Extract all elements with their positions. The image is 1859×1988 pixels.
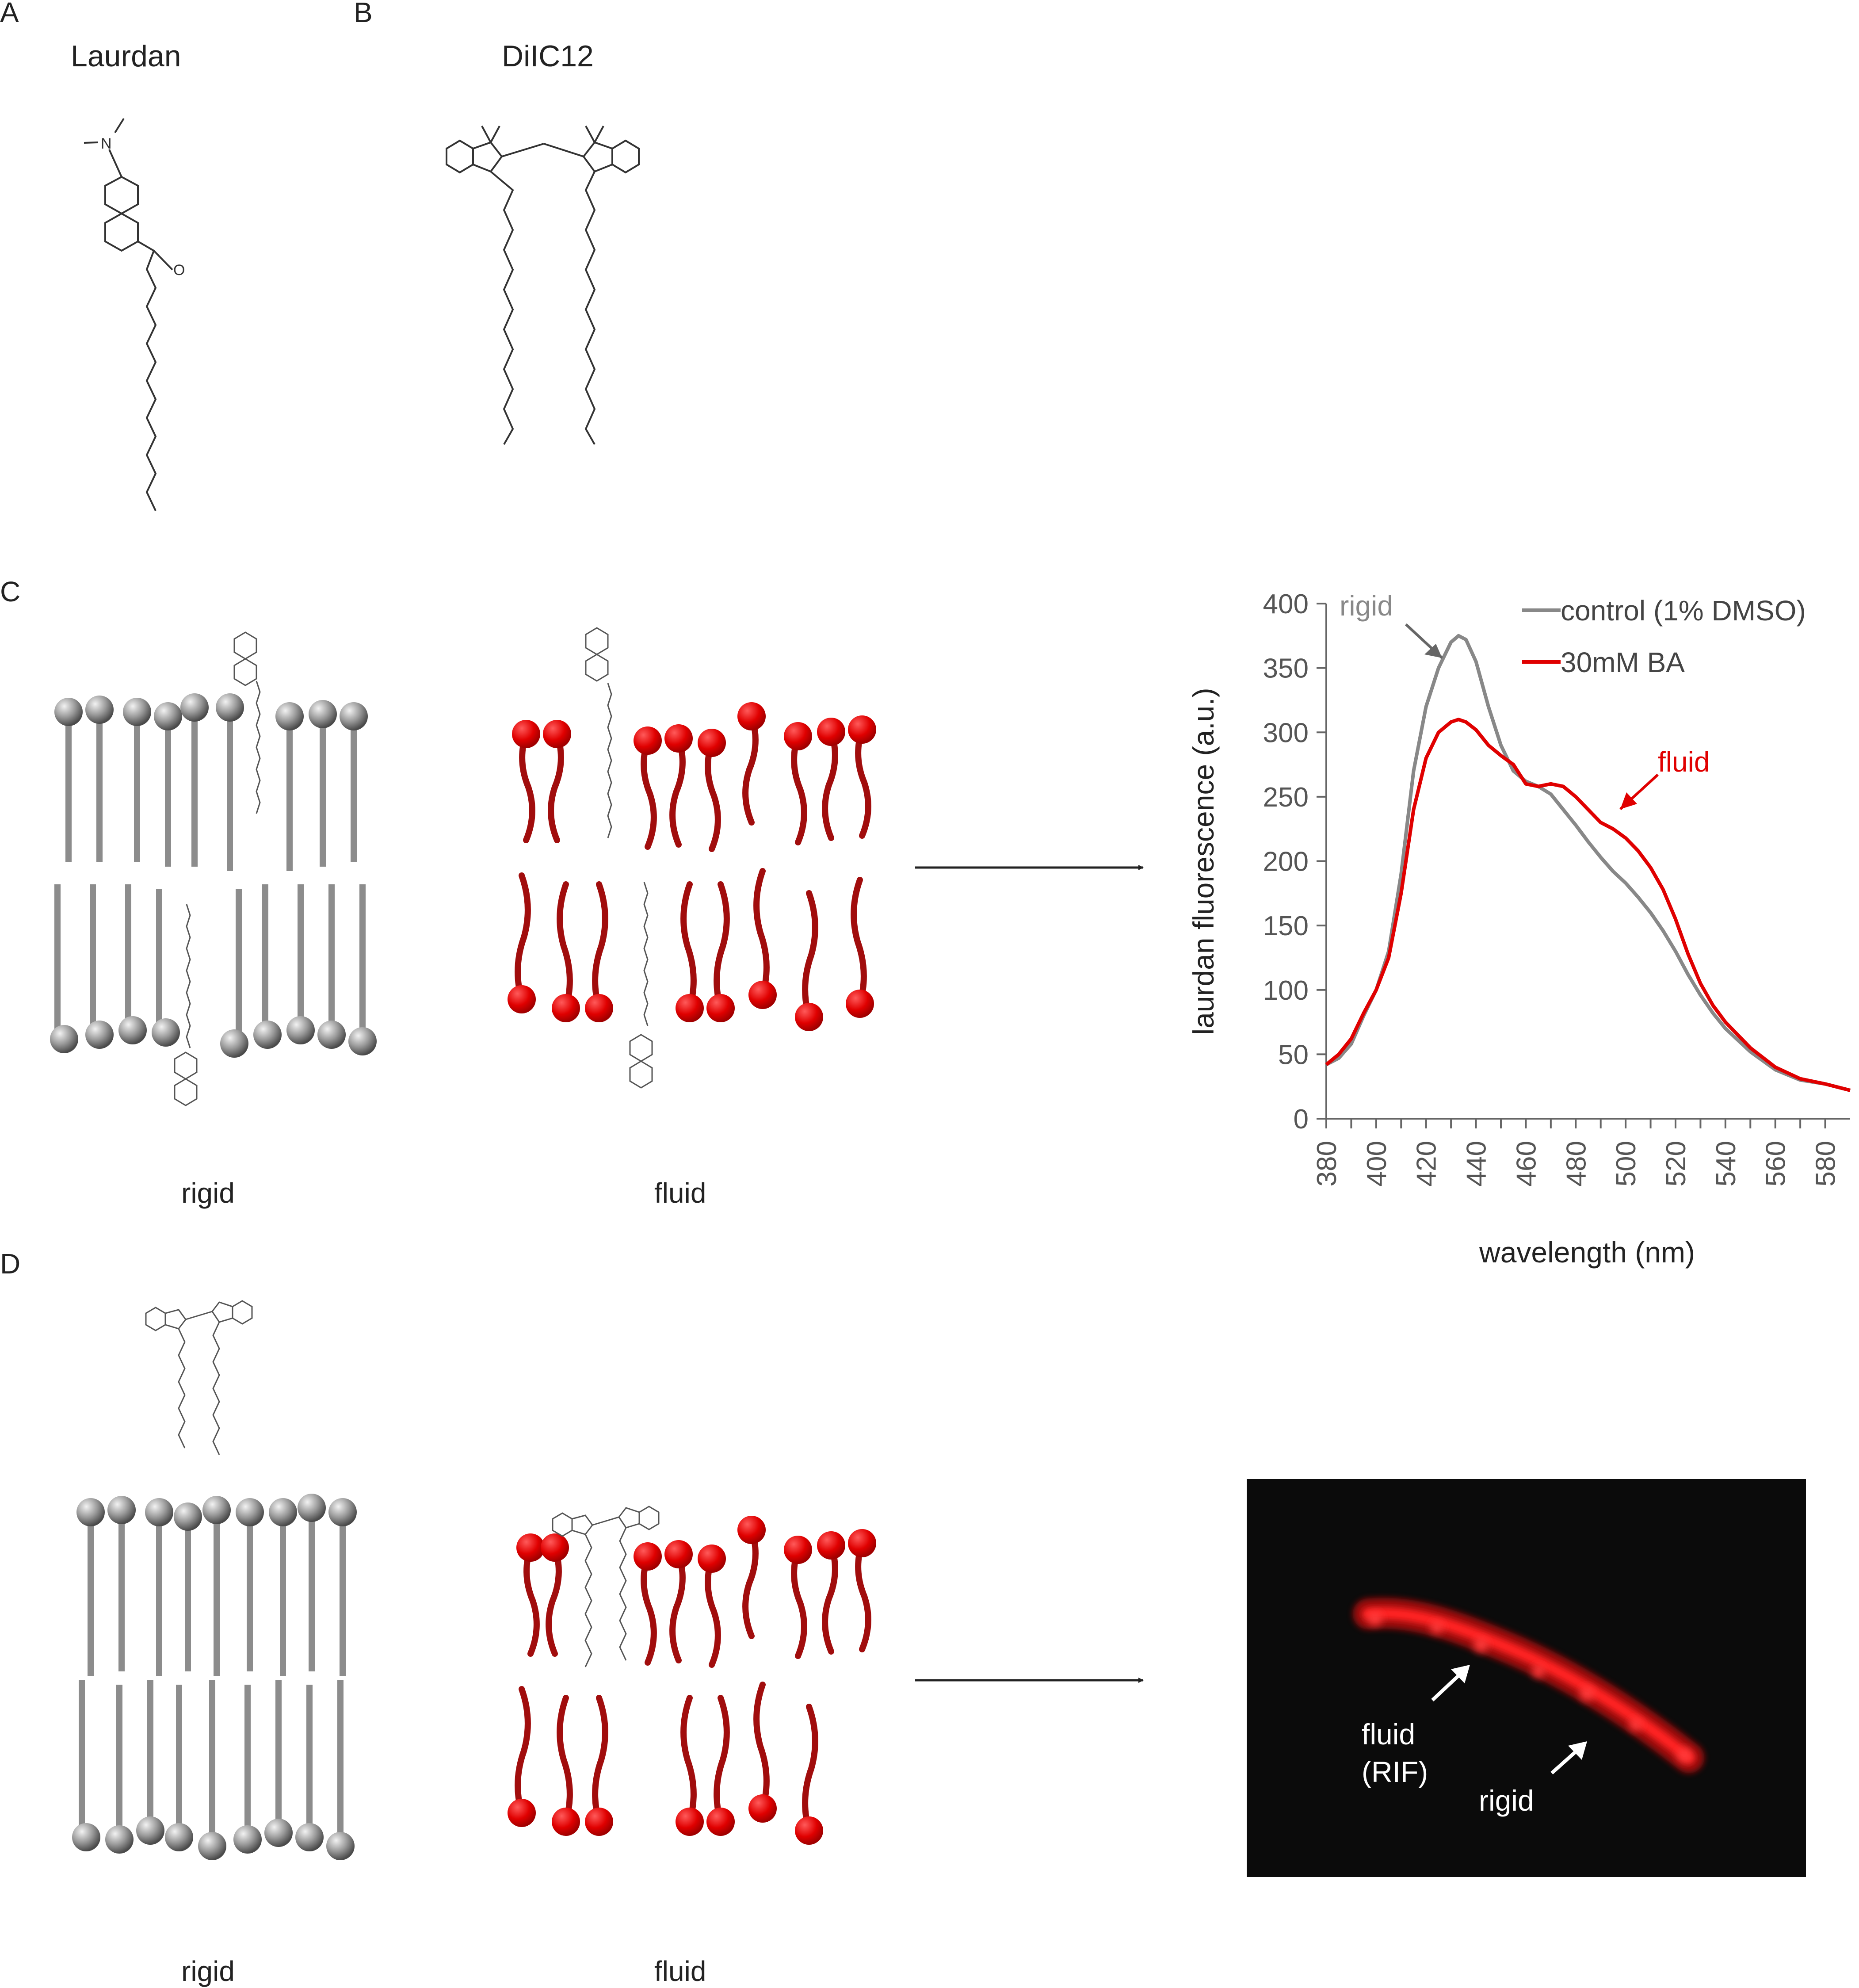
x-tick-label: 520 xyxy=(1661,1141,1691,1186)
panel-c-fluid-label: fluid xyxy=(654,1177,706,1209)
panel-b-letter: B xyxy=(354,0,373,28)
laurdan-n-label: N xyxy=(101,135,112,152)
y-tick-label: 400 xyxy=(1263,589,1309,619)
panel-d-letter: D xyxy=(0,1248,20,1280)
panel-a-letter: A xyxy=(0,0,19,28)
annotation-fluid: fluid xyxy=(1658,746,1710,778)
micrograph-background xyxy=(1247,1479,1806,1877)
y-tick-label: 150 xyxy=(1263,911,1309,941)
series-ba-line xyxy=(1325,718,1851,1092)
y-tick-label: 350 xyxy=(1263,654,1309,684)
laurdan-structure xyxy=(84,118,173,511)
legend-control-label: control (1% DMSO) xyxy=(1561,595,1806,627)
y-tick-group: 0 50 100 150 200 250 300 350 400 xyxy=(1263,589,1326,1135)
x-tick-label: 500 xyxy=(1611,1141,1641,1186)
micrograph-fluid-label: fluid xyxy=(1362,1718,1415,1751)
x-tick-label: 480 xyxy=(1561,1141,1592,1186)
membrane-d-rigid xyxy=(72,1300,357,1860)
panel-d-fluid-label: fluid xyxy=(654,1955,706,1987)
panel-a-title: Laurdan xyxy=(71,39,181,73)
diic12-structure xyxy=(446,126,640,445)
x-tick-label: 420 xyxy=(1412,1141,1442,1186)
membrane-d-fluid-heads xyxy=(508,1516,876,1845)
annotation-rigid: rigid xyxy=(1340,590,1393,622)
y-tick-label: 200 xyxy=(1263,847,1309,877)
annotation-fluid-arrowhead xyxy=(1620,792,1637,809)
y-tick-label: 50 xyxy=(1278,1040,1309,1070)
micrograph-rif-label: (RIF) xyxy=(1362,1755,1428,1788)
micrograph-rigid-arrowhead xyxy=(1568,1741,1587,1760)
micrograph-rigid-label: rigid xyxy=(1479,1784,1534,1817)
membrane-c-fluid-heads xyxy=(508,702,876,1031)
membrane-d-fluid xyxy=(515,1527,871,1834)
x-tick-label: 540 xyxy=(1711,1141,1741,1186)
y-tick-label: 300 xyxy=(1263,718,1309,748)
membrane-c-fluid-probes xyxy=(585,627,653,1089)
spectrum-chart: 380 400 420 440 460 480 500 520 540 560 580 0 50 100… xyxy=(1187,589,1851,1269)
membrane-d-fluid-probe xyxy=(552,1506,660,1667)
x-tick-label: 440 xyxy=(1462,1141,1492,1186)
x-tick-label: 400 xyxy=(1362,1141,1392,1186)
x-axis-label: wavelength (nm) xyxy=(1479,1236,1695,1269)
series-control-line xyxy=(1325,634,1851,1092)
annotation-rigid-arrowhead xyxy=(1424,644,1442,658)
x-tick-label: 560 xyxy=(1761,1141,1791,1186)
y-tick-label: 250 xyxy=(1263,782,1309,813)
legend-ba-label: 30mM BA xyxy=(1561,646,1685,678)
x-tick-group: 380 400 420 440 460 480 500 520 540 560 580 xyxy=(1312,1119,1841,1186)
micrograph-fluid-arrowhead xyxy=(1451,1665,1470,1683)
membrane-c-fluid xyxy=(515,713,871,1020)
x-tick-label: 580 xyxy=(1811,1141,1841,1186)
y-axis-label: laurdan fluorescence (a.u.) xyxy=(1187,688,1220,1035)
x-tick-label: 460 xyxy=(1511,1141,1542,1186)
y-tick-label: 100 xyxy=(1263,975,1309,1006)
panel-b-title: DiIC12 xyxy=(502,39,594,73)
laurdan-o-label: O xyxy=(173,262,185,279)
panel-d-rigid-label: rigid xyxy=(181,1955,235,1987)
membrane-c-rigid xyxy=(50,631,377,1106)
panel-c-letter: C xyxy=(0,576,20,608)
fluid-domain-spots xyxy=(1368,1611,1691,1762)
x-tick-label: 380 xyxy=(1312,1141,1342,1186)
micrograph: fluid (RIF) rigid xyxy=(1247,1479,1806,1877)
y-tick-label: 0 xyxy=(1294,1104,1309,1135)
panel-c-rigid-label: rigid xyxy=(181,1177,235,1209)
